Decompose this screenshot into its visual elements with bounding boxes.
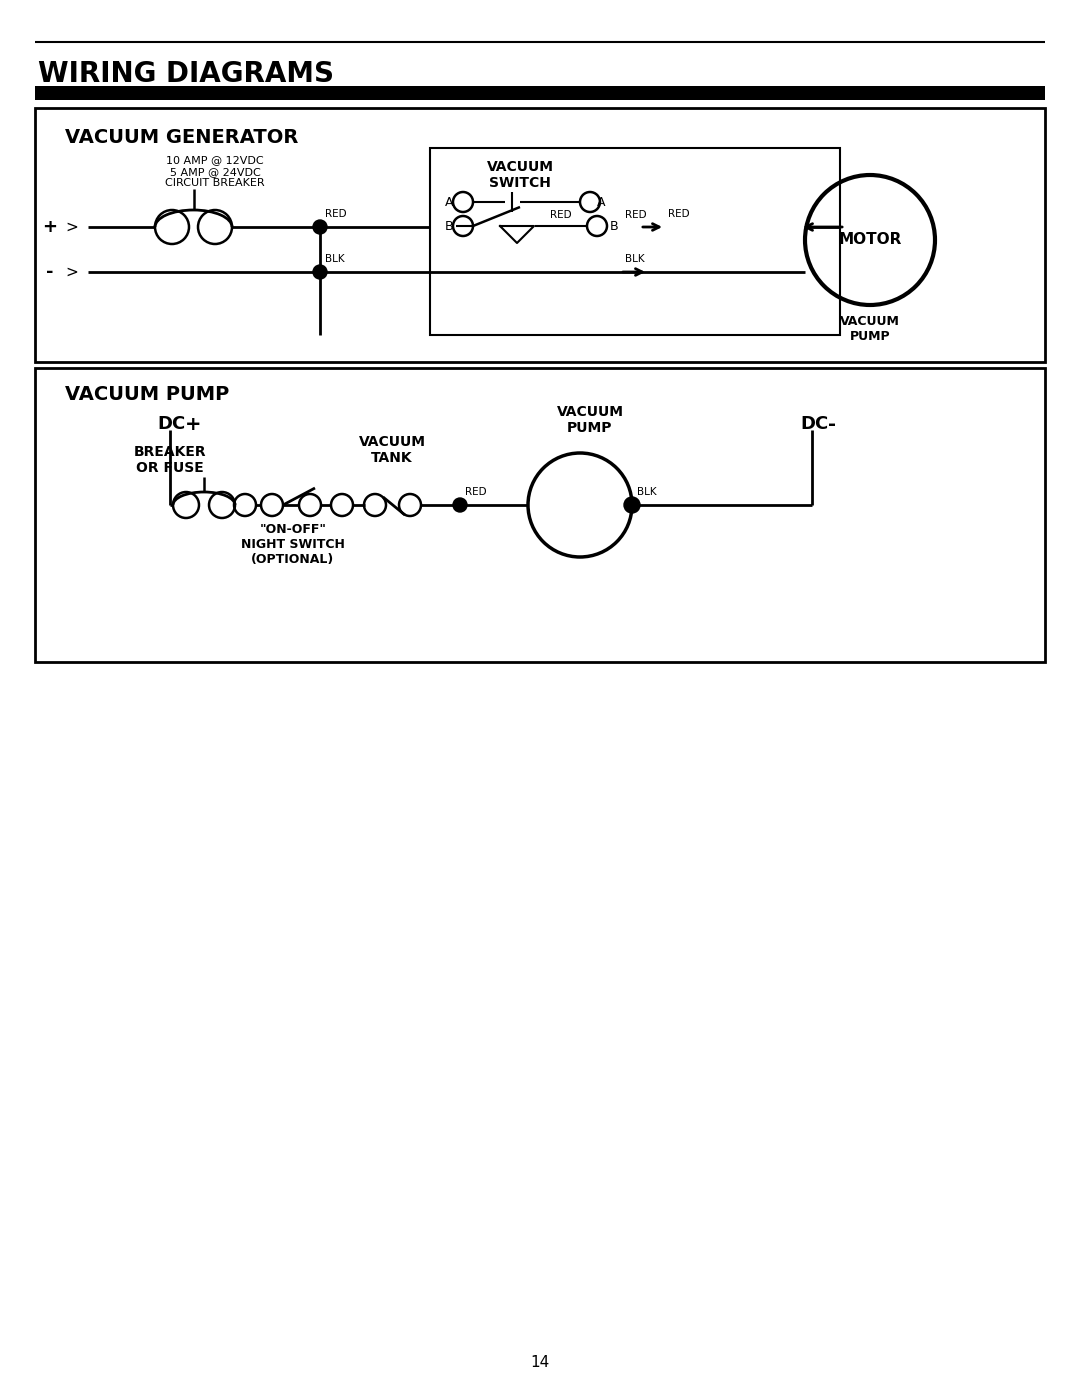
Text: B: B <box>610 219 619 232</box>
Text: BREAKER
OR FUSE: BREAKER OR FUSE <box>134 446 206 475</box>
Text: RED: RED <box>550 210 571 219</box>
Circle shape <box>313 265 327 279</box>
Text: A: A <box>445 196 454 208</box>
Bar <box>35 367 1045 662</box>
Text: BLK: BLK <box>325 254 345 264</box>
Text: RED: RED <box>669 210 690 219</box>
Text: -: - <box>828 415 836 434</box>
Text: WIRING DIAGRAMS: WIRING DIAGRAMS <box>38 60 334 88</box>
Text: VACUUM
TANK: VACUUM TANK <box>359 434 426 465</box>
Circle shape <box>313 219 327 235</box>
Text: RED: RED <box>465 488 487 497</box>
Text: -: - <box>46 263 54 281</box>
Circle shape <box>453 497 467 511</box>
Text: "ON-OFF"
NIGHT SWITCH
(OPTIONAL): "ON-OFF" NIGHT SWITCH (OPTIONAL) <box>241 522 345 566</box>
Text: +: + <box>185 415 202 434</box>
Bar <box>35 87 1045 101</box>
Text: DC: DC <box>157 415 186 433</box>
Text: VACUUM
PUMP: VACUUM PUMP <box>840 314 900 344</box>
Bar <box>430 148 840 335</box>
Text: >: > <box>66 264 79 279</box>
Text: >: > <box>66 219 79 235</box>
Text: VACUUM GENERATOR: VACUUM GENERATOR <box>65 129 298 147</box>
Text: 10 AMP @ 12VDC
5 AMP @ 24VDC
CIRCUIT BREAKER: 10 AMP @ 12VDC 5 AMP @ 24VDC CIRCUIT BRE… <box>165 155 265 189</box>
Text: A: A <box>596 196 605 208</box>
Text: DC: DC <box>800 415 828 433</box>
Text: 14: 14 <box>530 1355 550 1370</box>
Circle shape <box>624 497 640 513</box>
Text: VACUUM PUMP: VACUUM PUMP <box>65 386 229 404</box>
Bar <box>35 108 1045 362</box>
Text: VACUUM
PUMP: VACUUM PUMP <box>556 405 623 434</box>
Text: MOTOR: MOTOR <box>838 232 902 247</box>
Text: RED: RED <box>325 210 347 219</box>
Text: RED: RED <box>625 210 647 219</box>
Text: BLK: BLK <box>625 254 645 264</box>
Text: BLK: BLK <box>637 488 657 497</box>
Text: VACUUM
SWITCH: VACUUM SWITCH <box>486 161 554 190</box>
Text: +: + <box>42 218 57 236</box>
Text: B: B <box>445 219 454 232</box>
